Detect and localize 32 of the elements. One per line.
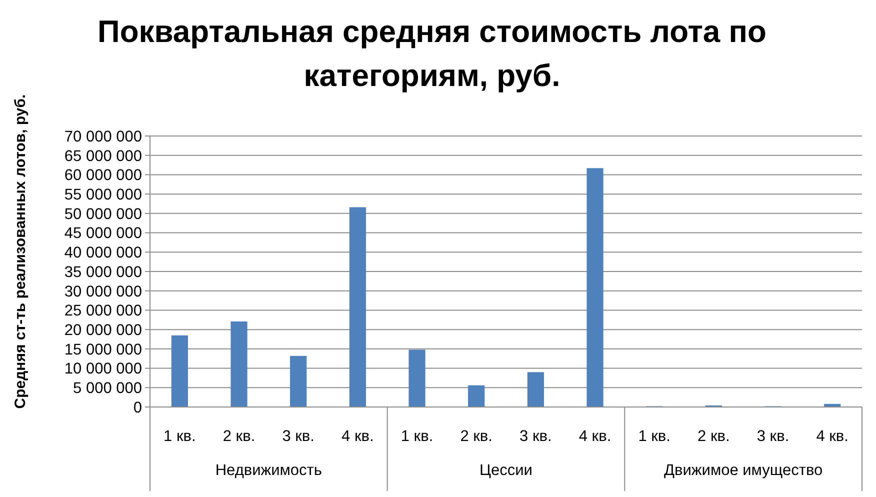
y-tick-label: 20 000 000: [64, 322, 142, 339]
x-tick-label: 4 кв.: [578, 428, 612, 445]
x-tick-label: 3 кв.: [282, 428, 314, 445]
y-tick-label: 40 000 000: [64, 244, 142, 262]
y-tick-label: 35 000 000: [64, 264, 142, 281]
y-tick-label: 25 000 000: [64, 302, 142, 320]
x-tick-label: 4 кв.: [816, 428, 848, 445]
x-tick-label: 2 кв.: [460, 428, 492, 445]
x-tick-label: 3 кв.: [756, 428, 790, 445]
y-tick-label: 65 000 000: [64, 148, 142, 165]
y-tick-label: 55 000 000: [64, 186, 142, 204]
text: Недвижимость: [215, 462, 322, 479]
y-tick-label: 15 000 000: [64, 341, 142, 358]
y-tick-label: 5 000 000: [73, 380, 142, 398]
x-tick-label: 2 кв.: [698, 428, 730, 445]
x-tick-label: 1 кв.: [164, 428, 196, 445]
x-tick-label: 2 кв.: [222, 428, 256, 445]
x-tick-label: 3 кв.: [520, 428, 552, 445]
y-tick-label: 70 000 000: [64, 128, 142, 146]
y-axis-title: Средняя ст-ть реализованных лотов, руб.: [12, 94, 29, 409]
y-tick-label: 0: [133, 399, 142, 416]
chart-title: Поквартальная средняя стоимость лота по категориям, руб.: [98, 14, 766, 93]
y-tick-label: 10 000 000: [64, 360, 142, 378]
x-tick-label: 1 кв.: [400, 428, 434, 445]
y-tick-label: 45 000 000: [64, 225, 142, 242]
x-tick-label: 1 кв.: [638, 428, 670, 445]
text: Цессии: [480, 462, 532, 479]
y-tick-label: 60 000 000: [64, 167, 142, 184]
y-tick-label: 30 000 000: [64, 283, 142, 300]
x-tick-label: 4 кв.: [342, 428, 374, 445]
y-tick-label: 50 000 000: [64, 206, 142, 223]
text: Движимое имущество: [664, 462, 823, 479]
